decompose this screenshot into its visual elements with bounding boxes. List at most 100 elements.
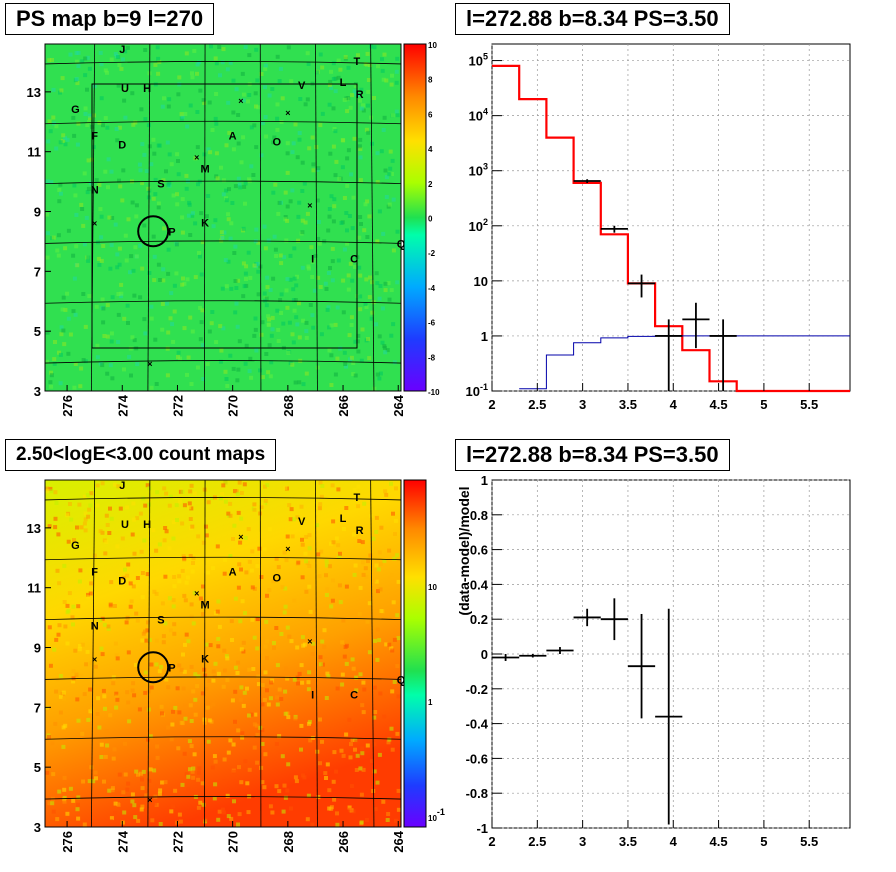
cnt-noise-pixel [149, 685, 154, 690]
ps-noise-pixel [263, 63, 268, 68]
ps-noise-pixel [374, 322, 379, 327]
ps-noise-pixel [143, 117, 148, 122]
ps-noise-pixel [358, 307, 363, 312]
cnt-noise-pixel [250, 549, 255, 554]
ps-noise-pixel [350, 278, 355, 283]
ps-noise-pixel [71, 115, 76, 120]
cnt-noise-pixel [337, 554, 342, 559]
ps-noise-pixel [369, 44, 374, 49]
ps-source-label: F [91, 131, 98, 143]
cnt-noise-pixel [143, 670, 148, 675]
cnt-noise-pixel [284, 558, 289, 563]
cnt-noise-pixel [285, 674, 290, 679]
ps-noise-pixel [254, 227, 259, 232]
ps-noise-pixel [232, 251, 237, 255]
cnt-noise-pixel [173, 705, 178, 710]
ps-noise-pixel [267, 317, 272, 322]
ps-noise-pixel [265, 285, 270, 290]
cnt-noise-pixel [132, 693, 137, 698]
ps-noise-pixel [383, 281, 388, 286]
cnt-noise-pixel [186, 787, 191, 792]
ps-noise-pixel [213, 218, 218, 223]
ps-noise-pixel [99, 96, 104, 101]
ps-noise-pixel [103, 169, 108, 174]
cnt-noise-pixel [352, 532, 356, 537]
cnt-noise-pixel [353, 563, 358, 568]
ps-noise-pixel [353, 373, 358, 378]
cnt-noise-pixel [113, 810, 118, 815]
cnt-noise-pixel [280, 585, 285, 590]
cnt-longitude-line [370, 479, 375, 828]
ps-colorbar-tick-label: -6 [428, 319, 436, 328]
cnt-noise-pixel [103, 551, 108, 556]
ps-noise-pixel [167, 152, 172, 157]
cnt-noise-pixel [289, 806, 293, 811]
cnt-noise-pixel [283, 711, 288, 716]
cnt-noise-pixel [89, 581, 94, 586]
cnt-noise-pixel [243, 759, 248, 764]
cnt-noise-pixel [172, 622, 177, 627]
spectrum-background-line [519, 335, 850, 390]
cnt-noise-pixel [372, 685, 377, 690]
cnt-noise-pixel [213, 759, 218, 764]
cnt-noise-pixel [342, 654, 347, 659]
cnt-noise-pixel [332, 797, 337, 802]
ps-noise-pixel [349, 172, 354, 177]
cnt-noise-pixel [390, 648, 395, 653]
cnt-source-label: F [91, 567, 98, 579]
ps-noise-pixel [213, 116, 218, 121]
cnt-noise-pixel [319, 494, 324, 499]
cnt-noise-pixel [187, 501, 192, 506]
cnt-noise-pixel [274, 626, 279, 630]
cnt-noise-pixel [365, 743, 370, 748]
cnt-noise-pixel [307, 721, 311, 726]
ps-noise-pixel [180, 282, 185, 287]
cnt-noise-pixel [157, 669, 162, 674]
cnt-noise-pixel [66, 539, 71, 544]
ps-noise-pixel [153, 192, 158, 197]
ps-noise-pixel [358, 215, 363, 219]
ps-noise-pixel [51, 115, 56, 120]
ps-noise-pixel [302, 181, 307, 186]
cnt-noise-pixel [306, 680, 311, 685]
ps-noise-pixel [268, 288, 273, 292]
ps-noise-pixel [347, 333, 352, 338]
cnt-noise-pixel [188, 517, 193, 521]
cnt-noise-pixel [334, 769, 339, 774]
ps-y-tick-label: 3 [34, 384, 41, 399]
cnt-noise-pixel [128, 604, 133, 609]
cnt-noise-pixel [191, 775, 196, 780]
ps-noise-pixel [115, 138, 120, 143]
cnt-noise-pixel [337, 583, 342, 588]
cnt-noise-pixel [239, 491, 244, 495]
ps-noise-pixel [201, 98, 206, 103]
ps-noise-pixel [294, 315, 299, 320]
ps-noise-pixel [377, 209, 382, 214]
ps-noise-pixel [226, 212, 231, 217]
cnt-source-label: I [311, 689, 314, 701]
cnt-noise-pixel [324, 559, 329, 564]
cnt-noise-pixel [201, 540, 206, 545]
ps-noise-pixel [288, 277, 293, 282]
cnt-noise-pixel [229, 816, 234, 821]
cnt-noise-pixel [195, 684, 200, 689]
cnt-noise-pixel [47, 524, 52, 529]
cnt-noise-pixel [157, 791, 162, 796]
ps-noise-pixel [341, 138, 346, 143]
cnt-noise-pixel [255, 732, 260, 737]
ps-source-cross: × [285, 108, 290, 118]
ps-noise-pixel [74, 51, 79, 55]
ps-noise-pixel [110, 376, 115, 381]
ps-noise-pixel [275, 116, 280, 121]
ps-noise-pixel [259, 72, 264, 76]
cnt-noise-pixel [102, 622, 107, 627]
cnt-noise-pixel [237, 562, 242, 567]
cnt-noise-pixel [145, 572, 150, 577]
cnt-noise-pixel [280, 754, 285, 759]
ps-noise-pixel [198, 337, 203, 342]
cnt-x-tick-label: 270 [226, 831, 241, 853]
cnt-noise-pixel [241, 649, 246, 654]
ps-noise-pixel [109, 57, 114, 62]
ps-noise-pixel [174, 271, 179, 276]
ps-noise-pixel [185, 372, 189, 377]
